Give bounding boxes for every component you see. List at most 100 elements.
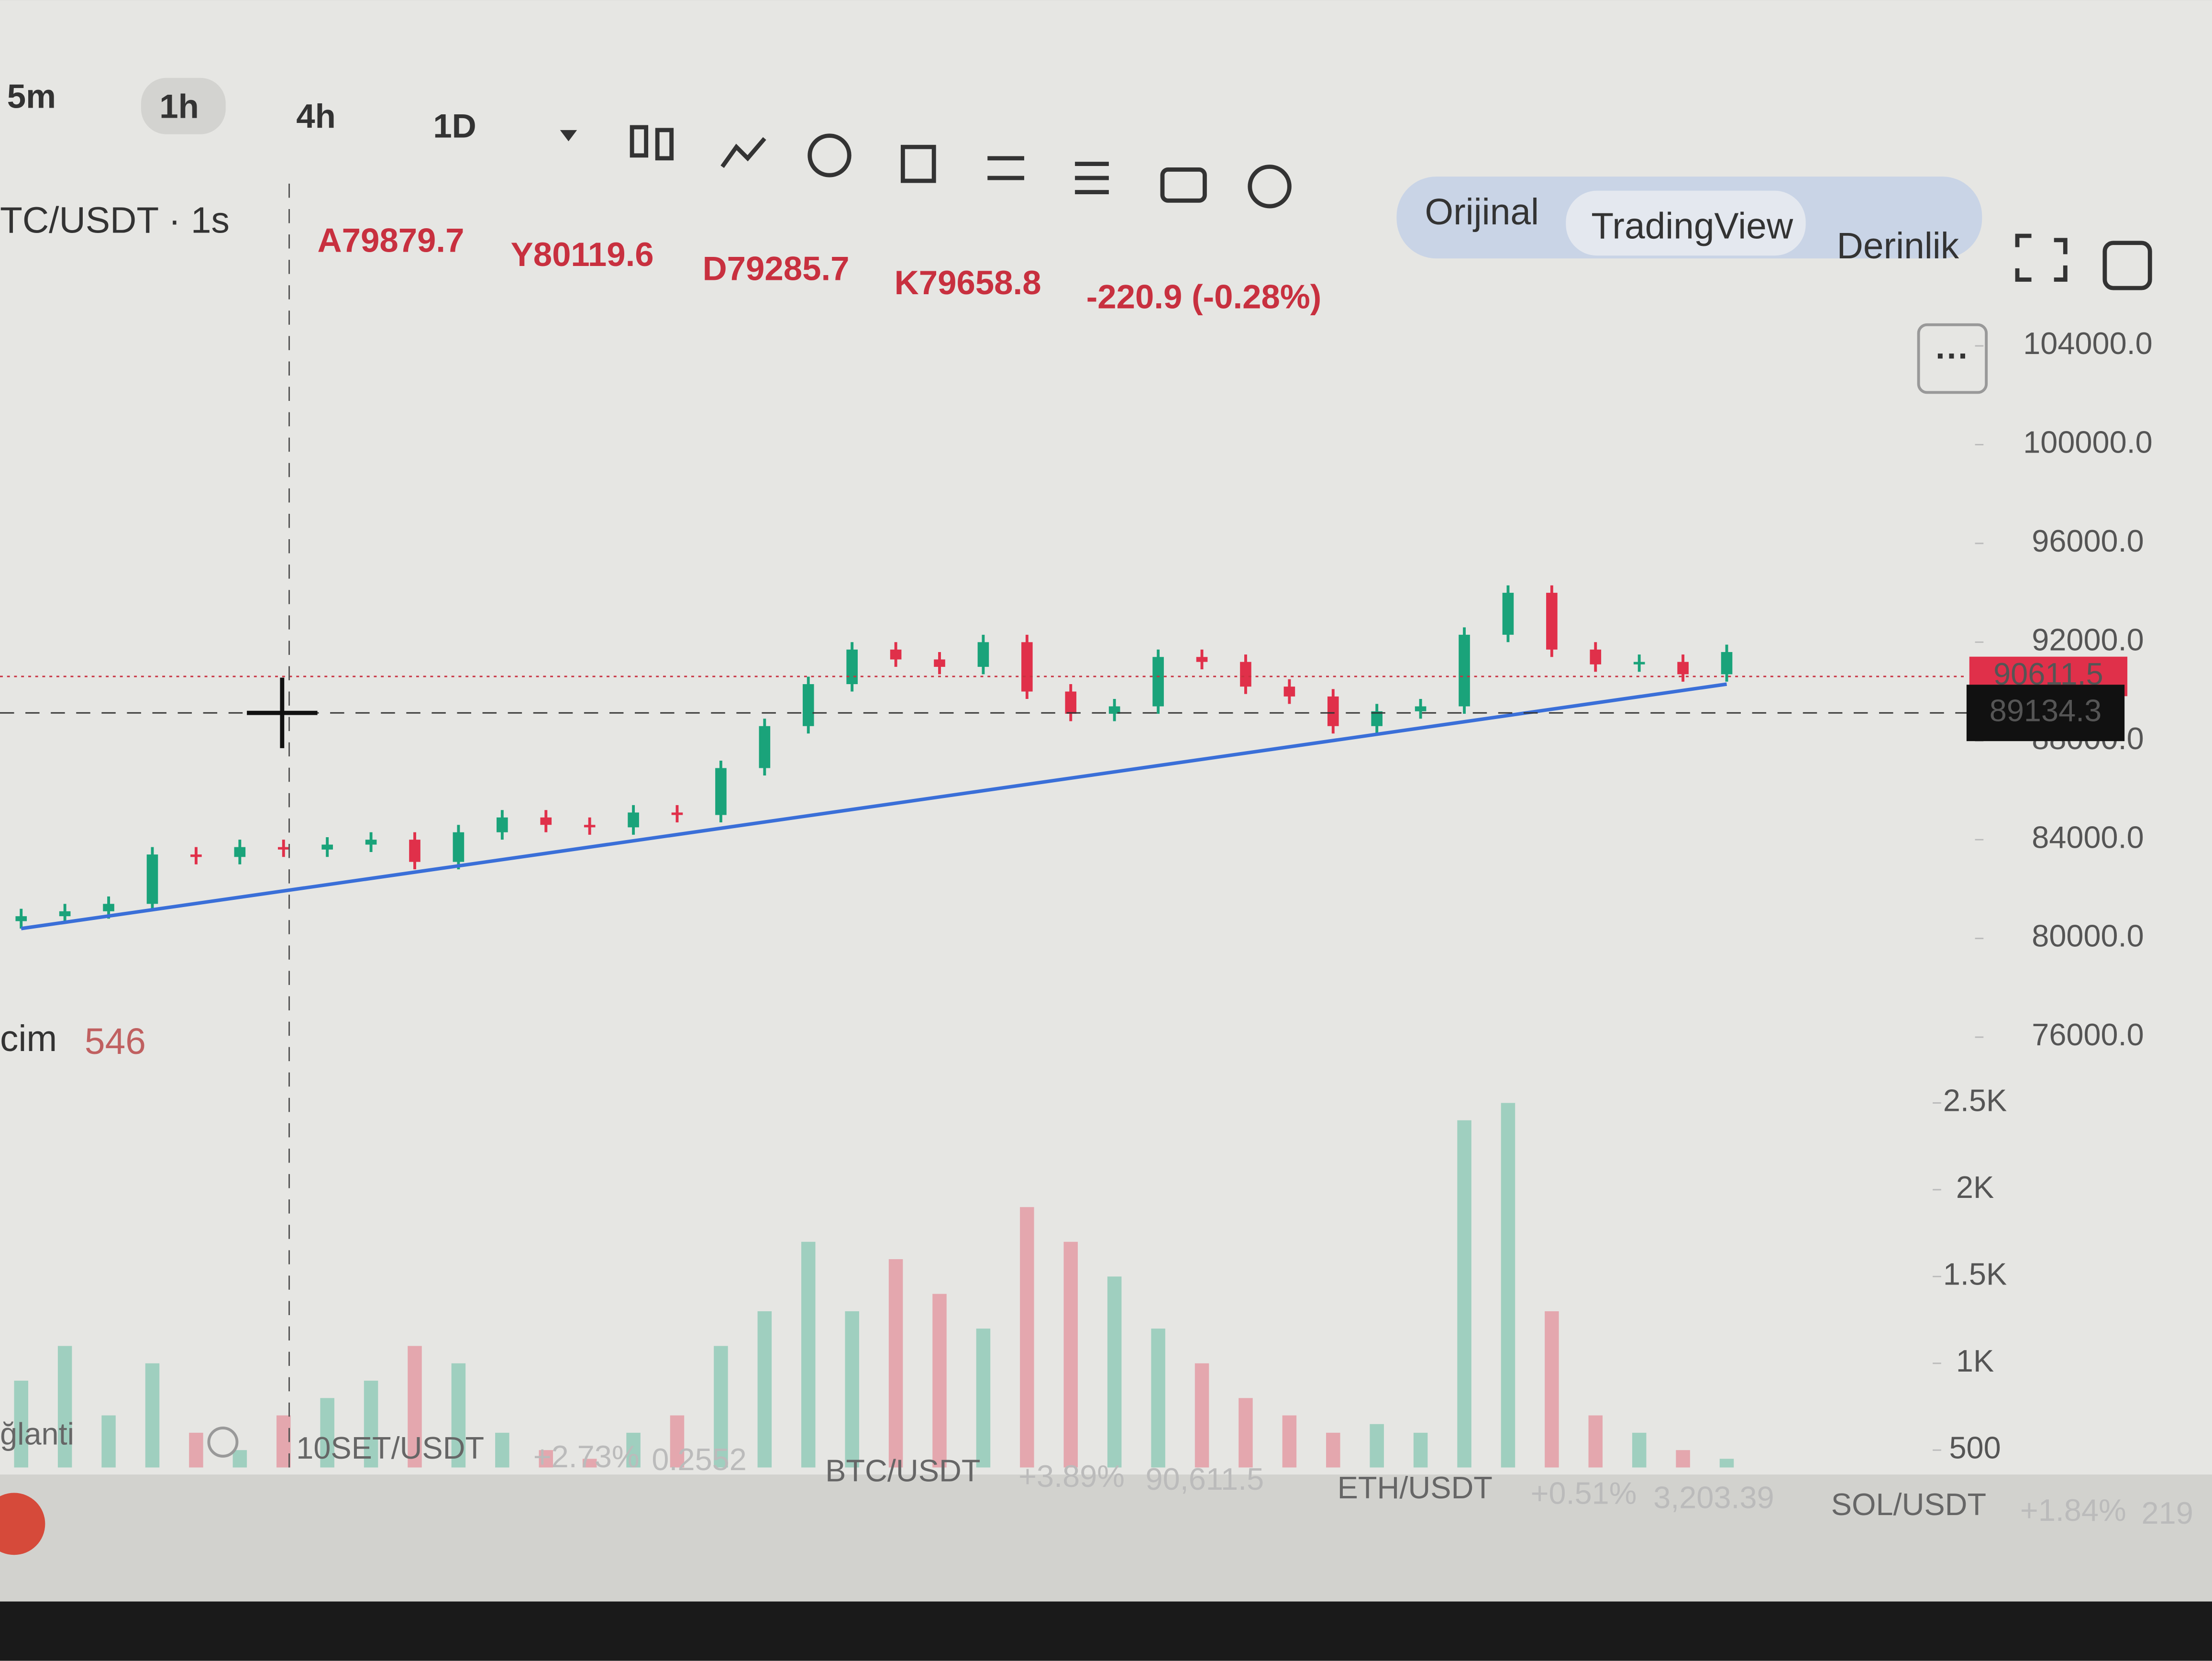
volume-bar bbox=[1632, 1432, 1647, 1468]
settings-icon[interactable] bbox=[807, 133, 852, 177]
volume-bar bbox=[582, 1459, 597, 1468]
candle-body bbox=[715, 768, 727, 815]
ohlc-close: K79658.8 bbox=[895, 264, 1041, 301]
candle-body bbox=[846, 649, 858, 685]
taskbar bbox=[0, 1474, 2212, 1602]
candle-body bbox=[409, 840, 420, 862]
crosshair-price-box bbox=[1966, 685, 2125, 742]
browser-icon bbox=[0, 1493, 45, 1555]
volume-bar bbox=[1370, 1424, 1384, 1468]
fullscreen-icon[interactable] bbox=[2015, 233, 2068, 282]
volume-bar bbox=[495, 1432, 509, 1468]
ohlc-change: -220.9 (-0.28%) bbox=[1086, 277, 1322, 315]
candle-body bbox=[1021, 642, 1033, 692]
volume-bar bbox=[626, 1432, 641, 1468]
candle-body bbox=[277, 847, 289, 850]
ticker-symbol[interactable]: 10SET/USDT bbox=[296, 1430, 484, 1465]
y-tick-label: 96000.0 bbox=[2032, 523, 2144, 558]
toolbar: 5m 1h 4h 1D Orijinal TradingView Derinli… bbox=[7, 78, 2152, 394]
ticker-symbol[interactable]: ETH/USDT bbox=[1338, 1470, 1493, 1505]
volume-bar bbox=[364, 1381, 378, 1468]
volume-bar bbox=[451, 1363, 466, 1468]
volume-bar bbox=[1501, 1103, 1515, 1468]
candle-body bbox=[453, 832, 465, 862]
ohlc-low: D79285.7 bbox=[703, 249, 850, 287]
volume-bar bbox=[1020, 1207, 1034, 1468]
candle-icon[interactable] bbox=[655, 128, 674, 161]
volume-bar bbox=[1107, 1276, 1122, 1468]
ohlc-open: A79879.7 bbox=[318, 221, 465, 259]
y-tick-label: 84000.0 bbox=[2032, 819, 2144, 854]
delete-icon[interactable] bbox=[900, 144, 936, 183]
view-button[interactable]: Orijinal bbox=[1425, 192, 1539, 233]
volume-bar bbox=[801, 1241, 816, 1468]
interval[interactable]: 4h bbox=[296, 97, 336, 135]
ticker-price: 219 bbox=[2142, 1495, 2193, 1530]
volume-bar bbox=[1545, 1311, 1559, 1468]
y-tick-label: 76000.0 bbox=[2032, 1017, 2144, 1052]
tool-icons bbox=[630, 125, 1292, 209]
volume-bar bbox=[14, 1381, 28, 1468]
plot: 76000.080000.084000.088000.092000.096000… bbox=[0, 183, 2153, 1468]
volume-tick-label: 1.5K bbox=[1943, 1256, 2007, 1291]
trendline bbox=[21, 682, 1727, 930]
indicator-icon[interactable] bbox=[720, 137, 766, 168]
candle-body bbox=[1371, 711, 1382, 726]
ticker-price: 90,611.5 bbox=[1146, 1462, 1264, 1496]
volume-name: cim bbox=[0, 1019, 57, 1059]
window-icon[interactable] bbox=[2102, 241, 2152, 290]
ticker-symbol[interactable]: BTC/USDT bbox=[825, 1453, 980, 1488]
volume-bar bbox=[276, 1415, 291, 1468]
list-icon[interactable] bbox=[1075, 162, 1109, 195]
volume-bar bbox=[408, 1346, 422, 1468]
ticker-change: +0.51% bbox=[1531, 1476, 1637, 1511]
volume-bar bbox=[932, 1294, 947, 1468]
status-icon bbox=[207, 1426, 239, 1458]
volume-tick-label: 2K bbox=[1956, 1170, 1994, 1205]
status: ğlanti bbox=[0, 1417, 74, 1451]
candle-icon[interactable] bbox=[630, 125, 649, 158]
ticker-symbol[interactable]: SOL/USDT bbox=[1831, 1487, 1986, 1522]
volume-bar bbox=[1719, 1459, 1734, 1468]
reset-icon[interactable] bbox=[1248, 165, 1292, 209]
candle-body bbox=[1590, 649, 1602, 664]
candle-body bbox=[234, 847, 246, 857]
more-dots: ··· bbox=[1936, 337, 1969, 375]
volume-bar bbox=[101, 1415, 116, 1468]
volume-bar bbox=[232, 1450, 247, 1468]
ohlc-high: Y80119.6 bbox=[511, 235, 654, 273]
candle-body bbox=[1065, 691, 1077, 714]
volume-tick-label: 500 bbox=[1949, 1430, 2001, 1465]
candle-body bbox=[103, 904, 114, 911]
volume-bar bbox=[1413, 1432, 1428, 1468]
interval[interactable]: 5m bbox=[7, 78, 56, 115]
volume-bar bbox=[1194, 1363, 1209, 1468]
camera-icon[interactable] bbox=[1160, 167, 1207, 203]
volume-bar bbox=[845, 1311, 859, 1468]
candle-body bbox=[190, 854, 202, 857]
candle-body bbox=[759, 726, 771, 768]
candle-body bbox=[1677, 662, 1689, 675]
dropdown-arrow[interactable] bbox=[560, 130, 577, 142]
volume-bar bbox=[714, 1346, 728, 1468]
interval[interactable]: 1h bbox=[159, 87, 199, 125]
view-button[interactable]: TradingView bbox=[1591, 206, 1793, 247]
y-tick-label: 92000.0 bbox=[2032, 622, 2144, 657]
volume-bar bbox=[320, 1398, 334, 1468]
candle-body bbox=[1502, 593, 1514, 635]
candle-body bbox=[15, 916, 27, 921]
crosshair-price-label: 89134.3 bbox=[1990, 693, 2101, 728]
view-button[interactable]: Derinlik bbox=[1837, 226, 1959, 266]
candle-body bbox=[1108, 706, 1120, 714]
more-button[interactable] bbox=[1917, 323, 1988, 394]
candle-body bbox=[977, 642, 989, 667]
swap-icon[interactable] bbox=[987, 156, 1024, 180]
volume-bar bbox=[189, 1432, 203, 1468]
y-tick-label: 100000.0 bbox=[2023, 425, 2153, 460]
candle-body bbox=[1152, 657, 1164, 707]
candle-body bbox=[1459, 634, 1470, 707]
candle-body bbox=[59, 911, 71, 917]
interval[interactable]: 1D bbox=[433, 107, 476, 145]
candle-body bbox=[1546, 593, 1558, 650]
